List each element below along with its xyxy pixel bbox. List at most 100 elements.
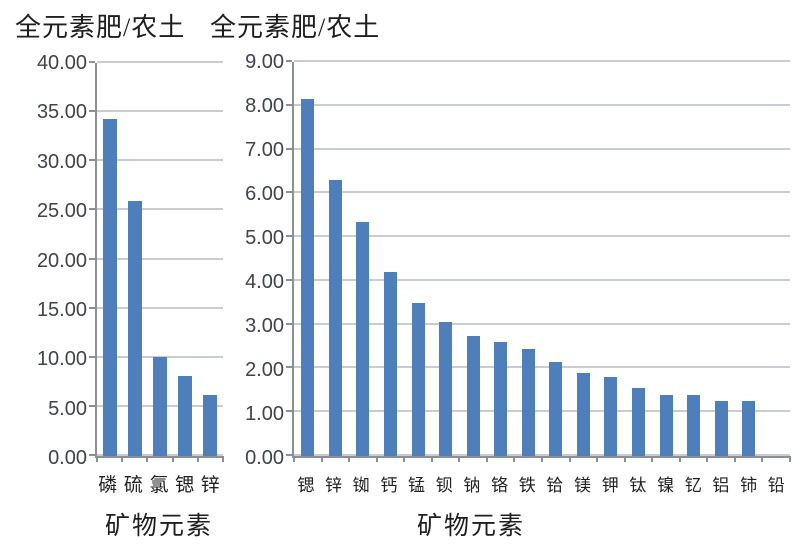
bar bbox=[356, 221, 370, 456]
category-label: 铈 bbox=[740, 476, 758, 495]
y-tick-label: 1.00 bbox=[245, 403, 284, 425]
y-axis-tick bbox=[89, 355, 95, 358]
x-axis-tick bbox=[430, 456, 433, 462]
x-axis-tick bbox=[485, 456, 488, 462]
y-tick-label: 30.00 bbox=[36, 150, 87, 173]
y-axis-tick bbox=[286, 322, 292, 325]
category-label: 钾 bbox=[601, 476, 619, 495]
y-axis-tick bbox=[286, 147, 292, 150]
category-label: 钡 bbox=[435, 476, 453, 495]
bar bbox=[328, 180, 342, 456]
category-label: 钙 bbox=[380, 476, 398, 495]
y-axis-tick bbox=[89, 159, 95, 162]
bar bbox=[714, 401, 728, 456]
bar-slot bbox=[97, 63, 122, 456]
left-chart-category-labels: 磷硫氯锶锌 bbox=[95, 475, 223, 497]
x-axis-tick bbox=[146, 456, 149, 462]
category-label: 铷 bbox=[352, 476, 370, 495]
x-axis-tick bbox=[513, 456, 516, 462]
y-tick-label: 3.00 bbox=[245, 315, 284, 338]
category-label: 氯 bbox=[149, 475, 169, 496]
category-label: 镍 bbox=[657, 476, 675, 495]
bar bbox=[521, 348, 535, 456]
right-chart-x-axis-title: 矿物元素 bbox=[417, 513, 526, 540]
gridline bbox=[294, 60, 790, 62]
bar-slot bbox=[625, 62, 653, 456]
category-label: 锌 bbox=[325, 476, 342, 495]
y-tick-label: 7.00 bbox=[245, 139, 284, 161]
category-label: 磷 bbox=[98, 475, 118, 496]
y-axis-tick bbox=[89, 454, 95, 456]
bar bbox=[549, 361, 563, 456]
bar-slot bbox=[487, 62, 515, 456]
y-axis-tick bbox=[286, 410, 292, 413]
y-axis-tick bbox=[286, 235, 292, 238]
category-label: 锶 bbox=[297, 476, 315, 495]
bar-slot bbox=[542, 62, 570, 456]
bar-slot bbox=[597, 62, 625, 456]
category-label: 铪 bbox=[546, 476, 564, 495]
category-label: 硫 bbox=[123, 475, 143, 496]
left-chart-title: 全元素肥/农土 bbox=[15, 13, 186, 42]
left-chart-x-axis-title: 矿物元素 bbox=[104, 513, 213, 540]
bar-slot bbox=[515, 62, 543, 456]
gridline bbox=[294, 103, 790, 106]
bar-slot bbox=[173, 63, 198, 456]
bar-slot bbox=[122, 63, 147, 456]
right-chart-y-axis-labels: 0.00 1.00 2.00 3.00 4.00 5.00 6.00 7.00 8.00 9.00 bbox=[198, 52, 284, 468]
y-tick-label: 0.00 bbox=[245, 447, 284, 469]
y-tick-label: 40.00 bbox=[36, 52, 87, 74]
x-axis-tick bbox=[761, 456, 764, 462]
bar-slot bbox=[432, 62, 460, 456]
bar bbox=[383, 272, 397, 456]
x-axis-tick bbox=[320, 456, 323, 462]
bar bbox=[659, 394, 673, 456]
gridline bbox=[294, 366, 790, 369]
bar-slot bbox=[377, 62, 405, 456]
y-axis-tick bbox=[286, 60, 292, 62]
y-tick-label: 15.00 bbox=[36, 298, 87, 321]
gridline bbox=[97, 159, 223, 162]
x-axis-tick bbox=[678, 456, 681, 462]
y-axis-tick bbox=[286, 191, 292, 194]
bar bbox=[153, 357, 167, 456]
bar-slot bbox=[763, 62, 791, 456]
y-tick-label: 25.00 bbox=[36, 200, 87, 223]
x-axis-tick bbox=[403, 456, 406, 462]
bar bbox=[604, 377, 618, 456]
x-axis-tick bbox=[222, 456, 224, 462]
gridline bbox=[97, 208, 223, 211]
bar-slot bbox=[735, 62, 763, 456]
gridline bbox=[294, 454, 790, 456]
gridline bbox=[294, 147, 790, 150]
bar bbox=[576, 372, 590, 456]
x-axis-tick bbox=[458, 456, 461, 462]
y-axis-tick bbox=[286, 103, 292, 106]
x-axis-tick bbox=[293, 456, 295, 462]
y-axis-tick bbox=[89, 110, 95, 113]
gridline bbox=[294, 235, 790, 238]
bar bbox=[127, 200, 142, 456]
bar-slot bbox=[322, 62, 350, 456]
category-label: 铁 bbox=[518, 476, 536, 495]
bar-slot bbox=[680, 62, 708, 456]
y-tick-label: 35.00 bbox=[36, 101, 87, 124]
gridline bbox=[97, 355, 223, 358]
y-axis-tick bbox=[89, 208, 95, 211]
y-tick-label: 8.00 bbox=[245, 95, 284, 117]
bar-slot bbox=[404, 62, 432, 456]
category-label: 铬 bbox=[491, 476, 509, 495]
bar bbox=[102, 118, 117, 456]
bar bbox=[178, 376, 193, 456]
gridline bbox=[97, 110, 223, 113]
y-tick-label: 2.00 bbox=[245, 359, 284, 381]
y-tick-label: 5.00 bbox=[245, 227, 284, 249]
category-label: 铅 bbox=[767, 476, 785, 495]
right-chart-plot-area bbox=[286, 60, 791, 462]
bar-slot bbox=[349, 62, 377, 456]
right-chart-bars bbox=[294, 62, 790, 456]
y-tick-label: 10.00 bbox=[36, 348, 87, 371]
bar bbox=[742, 401, 756, 456]
